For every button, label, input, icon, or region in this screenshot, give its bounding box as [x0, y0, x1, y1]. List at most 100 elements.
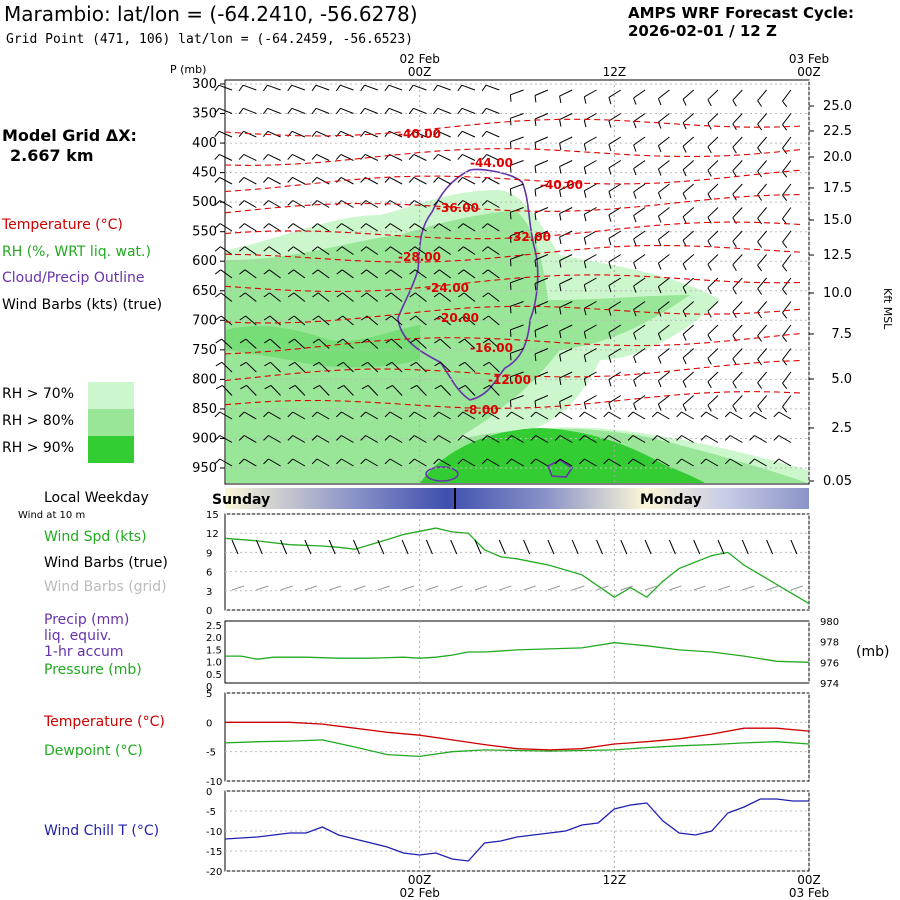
surface-wind-barb — [790, 539, 798, 555]
wind-barb — [584, 230, 597, 239]
wind-barb-flag — [682, 263, 687, 271]
surface-wind-barb-grid — [790, 585, 804, 591]
panel-tick-label: 0 — [206, 787, 212, 798]
wind-barb-flag — [311, 435, 318, 441]
wind-barb — [390, 246, 403, 255]
wind-barb — [682, 89, 695, 100]
wind-barb — [682, 348, 695, 359]
wind-barb — [633, 183, 646, 193]
wind-barb-flag — [433, 200, 439, 206]
wind-barb-flag — [433, 223, 440, 229]
wind-barb-flag — [782, 194, 788, 202]
wind-barb — [757, 160, 767, 172]
wind-barb — [584, 411, 597, 420]
wind-barb-flag — [287, 84, 293, 92]
wind-barb — [413, 130, 427, 138]
wind-10m-label: Wind at 10 m — [18, 510, 86, 521]
wind-barb-flag — [608, 97, 612, 105]
wind-barb-flag — [509, 259, 512, 267]
wind-barb — [632, 435, 646, 443]
wind-barb-flag — [433, 411, 439, 418]
wind-barb-flag — [385, 338, 392, 344]
surface-wind-barb — [353, 539, 360, 555]
wind-barb — [608, 348, 622, 357]
wind-barb — [413, 176, 427, 185]
wind-barb — [633, 301, 646, 310]
wind-barb — [415, 292, 427, 302]
wind-barb — [757, 230, 767, 243]
wind-barb — [559, 435, 573, 443]
rh-80-swatch — [88, 409, 134, 436]
wind-barb — [510, 136, 524, 143]
wind-barb — [341, 246, 354, 255]
wind-barb — [559, 371, 573, 379]
wind-barb — [364, 84, 378, 91]
wind-barb-flag — [263, 107, 268, 115]
wind-barb-flag — [433, 130, 439, 138]
wind-barb-flag — [458, 292, 465, 298]
wind-barb — [559, 113, 573, 121]
wind-barb-flag — [633, 238, 637, 246]
temperature-contour — [224, 244, 802, 263]
wind-barb-flag — [408, 177, 415, 183]
wind-barb-flag — [311, 154, 317, 160]
wind-barb — [268, 246, 281, 255]
pressure-tick-label: 300 — [192, 77, 217, 92]
wind-barb-flag — [608, 191, 612, 199]
wind-barb-flag — [509, 329, 512, 337]
wind-barb-flag — [288, 384, 296, 390]
wind-barb — [317, 269, 330, 279]
wind-barb-flag — [408, 458, 415, 465]
wind-barb — [584, 136, 597, 145]
wind-barb — [244, 246, 257, 255]
wind-barb — [682, 207, 695, 218]
wind-barb — [732, 113, 743, 125]
wind-barb — [414, 458, 427, 467]
wind-barb — [510, 395, 524, 401]
surface-wind-barb-grid — [669, 585, 682, 591]
wind-barb-flag — [657, 192, 662, 200]
pressure-tick-label: 600 — [192, 254, 217, 269]
wind-barb — [366, 269, 379, 279]
wind-barb-flag — [707, 334, 712, 342]
wind-barb-flag — [214, 435, 221, 441]
wind-barb — [486, 176, 500, 185]
wind-barb — [633, 230, 646, 240]
wind-barb — [534, 348, 549, 355]
wind-barb — [782, 301, 792, 314]
surface-wind-barb-grid — [547, 585, 561, 591]
wind-barb-flag — [707, 381, 712, 389]
wind-barb-flag — [238, 107, 244, 115]
wind-barb — [220, 269, 233, 279]
wind-barb — [608, 277, 622, 286]
wind-barb — [732, 277, 743, 289]
wind-barb — [316, 153, 330, 161]
wind-barb — [534, 230, 549, 237]
wind-speed-line — [224, 527, 810, 605]
wind-barb — [388, 84, 403, 91]
wind-barb — [365, 435, 379, 443]
wind-barb — [437, 107, 451, 114]
wind-barb-flag — [749, 411, 755, 418]
wind-barb-flag — [384, 269, 392, 275]
wind-barb — [584, 324, 597, 333]
wind-barb-flag — [579, 411, 585, 418]
wind-barb-flag — [651, 458, 658, 465]
wind-barb-flag — [583, 331, 587, 339]
wind-barb-flag — [288, 315, 295, 321]
pressure-tick-label: 974 — [820, 679, 839, 690]
pressure-tick-label: 900 — [192, 431, 217, 446]
wind-barb — [316, 107, 330, 114]
wind-barb-flag — [239, 361, 247, 367]
wind-barb — [292, 223, 306, 232]
kft-axis-title: Kft MSL — [881, 288, 894, 330]
wind-barb — [389, 458, 403, 467]
rh-80-region — [226, 210, 808, 483]
pressure-tick-label: 450 — [192, 166, 217, 181]
wind-barb-flag — [509, 141, 512, 149]
wind-barb — [219, 223, 233, 232]
wind-barb — [534, 324, 549, 331]
wind-barb-flag — [287, 292, 295, 298]
wind-barb — [707, 371, 719, 383]
wind-barb-flag — [215, 384, 223, 390]
